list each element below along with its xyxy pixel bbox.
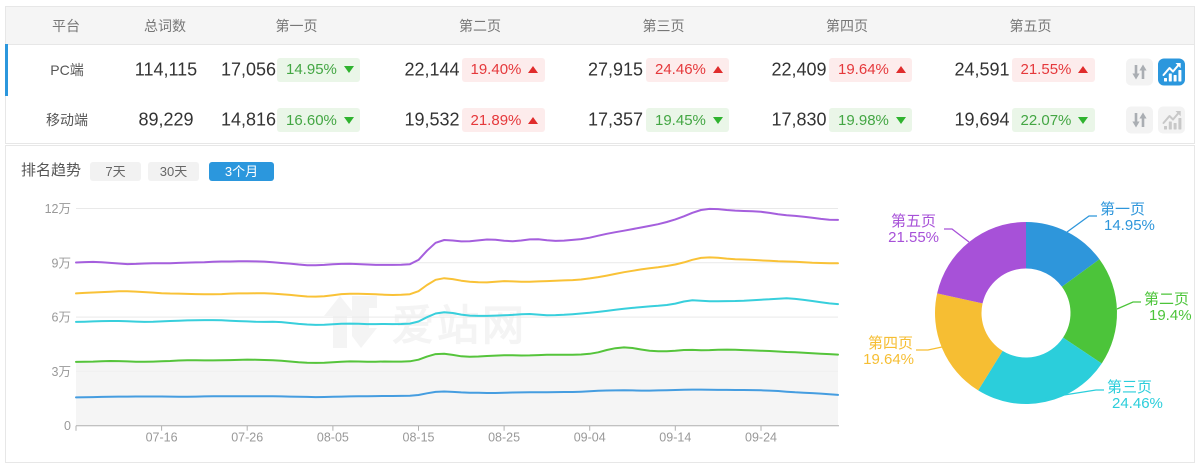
svg-text:08-25: 08-25 — [488, 431, 520, 445]
svg-text:12万: 12万 — [45, 202, 71, 216]
svg-text:爱站网: 爱站网 — [392, 302, 527, 349]
svg-text:08-05: 08-05 — [317, 431, 349, 445]
svg-text:第一页: 第一页 — [1100, 200, 1145, 218]
svg-text:第四页: 第四页 — [868, 334, 913, 352]
svg-text:07-16: 07-16 — [146, 431, 178, 445]
svg-text:第二页: 第二页 — [1144, 290, 1189, 308]
svg-text:09-04: 09-04 — [574, 431, 606, 445]
svg-text:24.46%: 24.46% — [1112, 395, 1163, 412]
svg-text:08-15: 08-15 — [403, 431, 435, 445]
svg-text:09-24: 09-24 — [745, 431, 777, 445]
svg-text:6万: 6万 — [52, 311, 71, 325]
svg-text:0: 0 — [64, 419, 71, 433]
svg-text:14.95%: 14.95% — [1104, 217, 1155, 234]
svg-text:21.55%: 21.55% — [888, 229, 939, 246]
svg-text:07-26: 07-26 — [231, 431, 263, 445]
svg-text:第三页: 第三页 — [1107, 378, 1152, 396]
svg-text:09-14: 09-14 — [659, 431, 691, 445]
svg-text:19.64%: 19.64% — [863, 351, 914, 368]
svg-text:19.4%: 19.4% — [1149, 307, 1192, 324]
svg-text:第五页: 第五页 — [891, 212, 936, 230]
svg-text:3万: 3万 — [52, 365, 71, 379]
svg-text:9万: 9万 — [52, 256, 71, 270]
